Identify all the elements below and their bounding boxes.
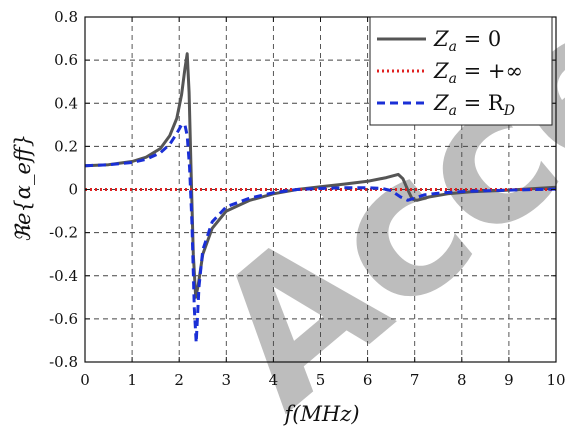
x-tick-labels: 0 1 2 3 4 5 6 7 8 9 10 [80,371,565,389]
x-tick-label: 7 [410,371,420,389]
series-lines [84,52,557,345]
y-tick-label: -0.8 [49,353,78,371]
y-tick-label: -0.2 [49,224,78,242]
legend: Za = 0 Za = +∞ Za = RD [369,16,553,126]
x-tick-label: 3 [222,371,232,389]
y-tick-label: 0.6 [54,51,78,69]
x-tick-label: 6 [363,371,373,389]
legend-box [369,16,553,126]
y-tick-label: 0.2 [54,137,78,155]
y-tick-label: -0.4 [49,267,78,285]
x-tick-label: 9 [504,371,514,389]
series-line-2 [84,123,557,345]
legend-label-zainf: Za = +∞ [433,59,523,87]
y-axis-label: ℜe{α_eff} [11,134,35,242]
x-axis-label: f(MHz) [282,402,359,426]
y-tick-label: 0 [68,181,78,199]
x-tick-label: 1 [127,371,137,389]
x-tick-label: 10 [546,371,565,389]
y-axis-label-group: ℜe{α_eff} [11,134,35,242]
y-tick-labels: 0.8 0.6 0.4 0.2 0 -0.2 -0.4 -0.6 -0.8 [49,8,78,371]
x-tick-label: 4 [269,371,279,389]
legend-label-zard: Za = RD [433,91,515,119]
x-tick-label: 8 [457,371,467,389]
legend-label-za0: Za = 0 [433,27,501,55]
x-tick-label: 0 [80,371,90,389]
y-tick-label: 0.8 [54,8,78,26]
x-tick-label: 2 [174,371,184,389]
plot-frame [84,16,557,363]
y-tick-label: 0.4 [54,94,78,112]
y-tick-label: -0.6 [49,310,78,328]
x-tick-label: 5 [316,371,326,389]
